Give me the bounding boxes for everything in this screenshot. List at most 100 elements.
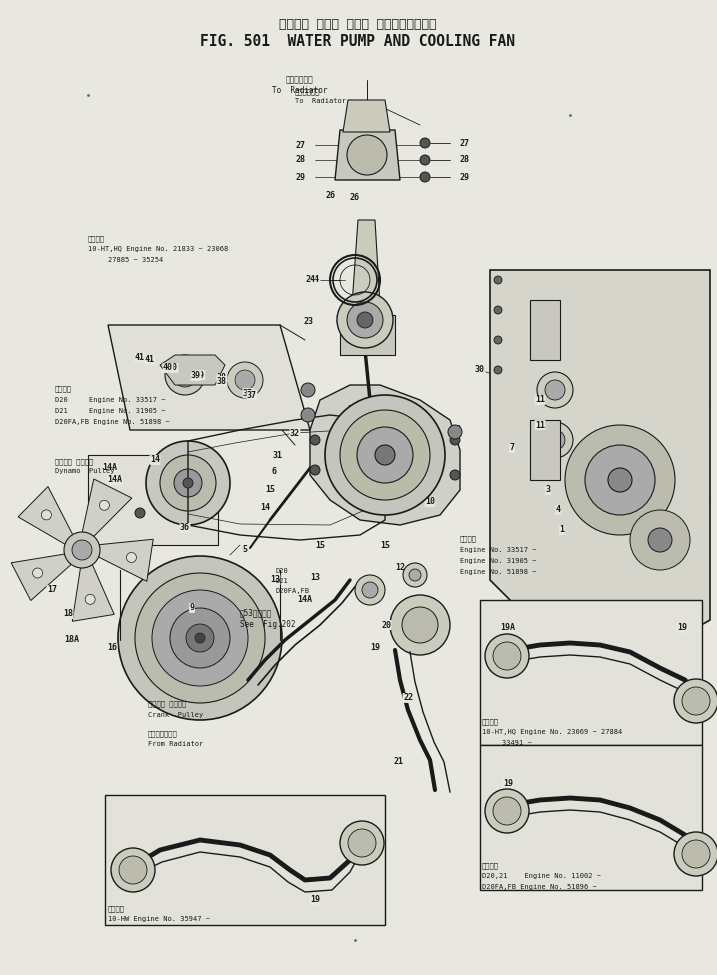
- Text: 13: 13: [270, 575, 280, 584]
- Text: 1: 1: [559, 526, 564, 534]
- Circle shape: [170, 608, 230, 668]
- Text: 18A: 18A: [65, 636, 80, 644]
- Text: 22: 22: [403, 693, 413, 703]
- Text: 19: 19: [310, 895, 320, 905]
- Bar: [105, 795, 385, 925]
- Text: ラジエータへ: ラジエータへ: [295, 88, 320, 95]
- Text: To  Radiator: To Radiator: [295, 98, 346, 104]
- Text: 。53次図参照: 。53次図参照: [240, 608, 272, 617]
- Text: See  Fig.202: See Fig.202: [240, 620, 295, 629]
- Text: 14A: 14A: [298, 596, 313, 604]
- Text: D20,21    Engine No. 11002 ~: D20,21 Engine No. 11002 ~: [482, 873, 601, 879]
- Text: Dynamo  Pulley: Dynamo Pulley: [55, 468, 115, 474]
- Circle shape: [420, 155, 430, 165]
- Circle shape: [485, 634, 529, 678]
- Circle shape: [347, 135, 387, 175]
- Circle shape: [183, 478, 193, 488]
- Circle shape: [160, 455, 216, 511]
- Bar: [480, 745, 702, 890]
- Text: 適用番号: 適用番号: [482, 718, 499, 724]
- Circle shape: [362, 582, 378, 598]
- Text: 19: 19: [677, 623, 687, 633]
- Circle shape: [186, 624, 214, 652]
- Polygon shape: [352, 220, 380, 305]
- Text: 18: 18: [63, 609, 73, 618]
- Text: 36: 36: [180, 524, 190, 532]
- Text: 41: 41: [145, 356, 155, 365]
- Circle shape: [152, 590, 248, 686]
- Circle shape: [494, 306, 502, 314]
- Text: 8: 8: [455, 425, 460, 435]
- Text: 3: 3: [546, 486, 551, 494]
- Text: 41: 41: [135, 354, 145, 363]
- Circle shape: [135, 508, 145, 518]
- Polygon shape: [335, 130, 400, 180]
- Text: ラジエータから: ラジエータから: [148, 730, 178, 736]
- Text: 適用番号: 適用番号: [482, 862, 499, 869]
- Text: 適用番号: 適用番号: [460, 535, 477, 541]
- Text: 27: 27: [295, 140, 305, 149]
- Text: 12: 12: [395, 564, 405, 572]
- Circle shape: [648, 528, 672, 552]
- Circle shape: [310, 435, 320, 445]
- Text: 適用番号: 適用番号: [108, 905, 125, 912]
- Text: 14: 14: [150, 455, 160, 464]
- Circle shape: [100, 500, 110, 510]
- Circle shape: [375, 445, 395, 465]
- Text: 11: 11: [535, 396, 545, 405]
- Text: 14: 14: [260, 503, 270, 513]
- Circle shape: [403, 563, 427, 587]
- Circle shape: [325, 395, 445, 515]
- Circle shape: [301, 383, 315, 397]
- Circle shape: [494, 366, 502, 374]
- Circle shape: [537, 372, 573, 408]
- Circle shape: [409, 569, 421, 581]
- Circle shape: [85, 595, 95, 604]
- Text: 10: 10: [425, 497, 435, 506]
- Circle shape: [173, 363, 197, 387]
- Circle shape: [682, 687, 710, 715]
- Circle shape: [119, 856, 147, 884]
- Text: D21     Engine No. 31905 ~: D21 Engine No. 31905 ~: [55, 408, 166, 414]
- Text: 9: 9: [189, 604, 194, 612]
- Text: 33: 33: [330, 439, 340, 448]
- Circle shape: [357, 427, 413, 483]
- Text: 32: 32: [290, 428, 300, 438]
- Text: ウォータ ポンプ および クーリングファン: ウォータ ポンプ および クーリングファン: [279, 18, 437, 31]
- Text: 7: 7: [510, 444, 515, 452]
- Circle shape: [493, 797, 521, 825]
- Text: ダイナモ プーリー: ダイナモ プーリー: [55, 458, 93, 465]
- Circle shape: [545, 430, 565, 450]
- Polygon shape: [350, 305, 382, 318]
- Circle shape: [494, 276, 502, 284]
- Circle shape: [485, 789, 529, 833]
- Text: 29: 29: [460, 173, 470, 181]
- Circle shape: [235, 370, 255, 390]
- Circle shape: [448, 425, 462, 439]
- Circle shape: [493, 642, 521, 670]
- Circle shape: [165, 355, 205, 395]
- Text: 適用番号: 適用番号: [55, 385, 72, 392]
- Text: To  Radiator: To Radiator: [272, 86, 328, 95]
- Polygon shape: [340, 315, 395, 355]
- Text: 39: 39: [191, 371, 201, 380]
- Circle shape: [674, 679, 717, 723]
- Text: 10-HW Engine No. 35947 ~: 10-HW Engine No. 35947 ~: [108, 916, 210, 922]
- Polygon shape: [72, 565, 114, 621]
- Circle shape: [301, 408, 315, 422]
- Text: 6: 6: [272, 467, 277, 477]
- Text: 15: 15: [315, 540, 325, 550]
- Text: 28: 28: [460, 155, 470, 165]
- Text: Crank  Pulley: Crank Pulley: [148, 712, 203, 718]
- Text: 27: 27: [460, 138, 470, 147]
- Text: 適用番号: 適用番号: [88, 235, 105, 242]
- Text: 19A: 19A: [500, 623, 516, 633]
- Circle shape: [420, 172, 430, 182]
- Circle shape: [135, 573, 265, 703]
- Circle shape: [537, 422, 573, 458]
- Text: 14: 14: [150, 463, 160, 473]
- Circle shape: [355, 575, 385, 605]
- Polygon shape: [160, 355, 225, 385]
- Text: 38: 38: [217, 376, 227, 385]
- Text: Engine No. 31905 ~: Engine No. 31905 ~: [460, 558, 536, 564]
